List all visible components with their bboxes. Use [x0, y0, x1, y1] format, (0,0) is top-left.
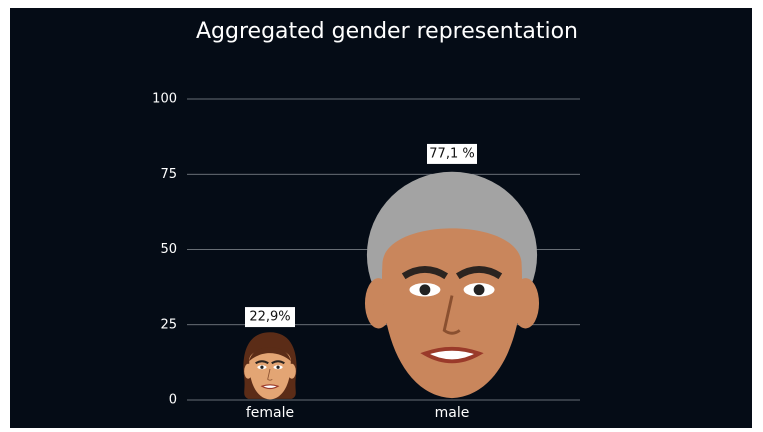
- pupil: [260, 365, 264, 369]
- brow: [255, 360, 269, 365]
- face: [243, 332, 297, 400]
- y-tick-label: 25: [160, 317, 177, 332]
- chart-title: Aggregated gender representation: [196, 19, 578, 44]
- mouth: [420, 346, 484, 364]
- y-tick-label: 0: [169, 393, 177, 408]
- pupil: [473, 284, 485, 296]
- brow: [271, 360, 285, 365]
- brow: [401, 266, 449, 280]
- nose: [267, 368, 273, 381]
- x-tick-label: male: [435, 405, 470, 421]
- x-tick-label: female: [246, 405, 294, 421]
- y-tick-label: 50: [160, 242, 177, 257]
- pupil: [419, 284, 431, 296]
- value-label-box: [245, 307, 295, 328]
- value-label-box: [427, 143, 477, 164]
- pupil: [276, 365, 280, 369]
- nose: [442, 295, 461, 335]
- mouth: [260, 384, 280, 390]
- value-label: 22,9%: [249, 310, 290, 325]
- face: [364, 171, 540, 399]
- y-tick-label: 100: [152, 92, 177, 107]
- fringe: [249, 347, 291, 361]
- brow: [455, 266, 503, 280]
- value-label: 77,1 %: [429, 146, 474, 161]
- y-tick-label: 75: [160, 167, 177, 182]
